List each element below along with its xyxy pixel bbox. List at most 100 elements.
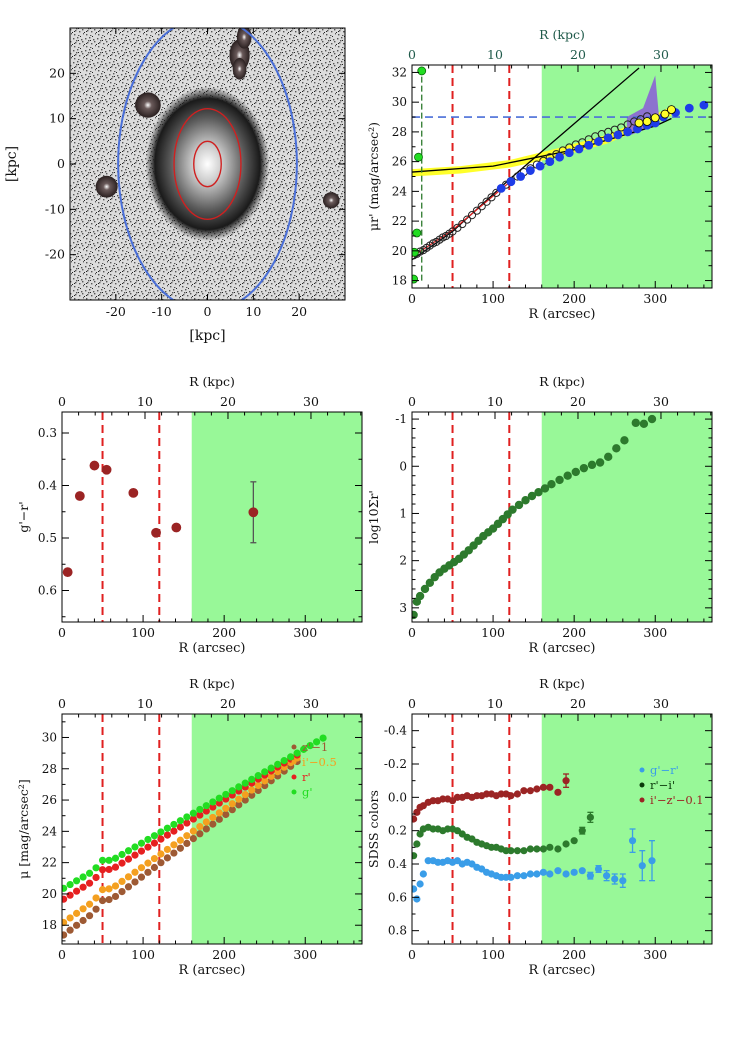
data-point bbox=[72, 921, 81, 929]
data-point bbox=[667, 105, 676, 114]
data-point bbox=[472, 206, 481, 215]
data-point bbox=[415, 591, 425, 601]
data-point bbox=[144, 843, 152, 851]
y-tick-label: 26 bbox=[42, 793, 57, 807]
data-point bbox=[547, 480, 556, 489]
data-point bbox=[458, 830, 466, 838]
data-point bbox=[228, 787, 236, 795]
data-point bbox=[660, 109, 670, 119]
data-point bbox=[477, 202, 486, 211]
data-point bbox=[587, 460, 597, 470]
data-point bbox=[613, 130, 623, 140]
data-point bbox=[215, 794, 223, 802]
y-tick-label: 0.4 bbox=[388, 857, 407, 871]
data-point bbox=[280, 757, 288, 765]
data-point bbox=[513, 847, 522, 855]
data-point bbox=[623, 127, 633, 137]
data-point bbox=[202, 802, 210, 810]
data-point bbox=[144, 868, 152, 876]
data-point bbox=[507, 792, 515, 800]
axis-frame bbox=[411, 713, 713, 945]
data-point bbox=[525, 166, 535, 175]
legend: z'−1i'−0.5r'g' bbox=[291, 740, 337, 799]
series-r-i bbox=[412, 811, 594, 860]
data-point bbox=[533, 845, 541, 853]
y-tick-label: 20 bbox=[49, 65, 65, 80]
y-tick-label: 10 bbox=[49, 111, 65, 126]
data-point bbox=[586, 872, 594, 880]
data-point bbox=[176, 844, 184, 852]
data-point bbox=[98, 856, 107, 864]
data-point bbox=[150, 839, 159, 847]
top-tick-label: 0 bbox=[408, 696, 416, 711]
data-point bbox=[235, 795, 243, 803]
data-point bbox=[619, 877, 627, 885]
data-point bbox=[594, 137, 603, 146]
data-point bbox=[85, 912, 94, 920]
data-point bbox=[412, 247, 419, 257]
data-point bbox=[453, 857, 462, 865]
data-point bbox=[72, 877, 81, 885]
data-point bbox=[157, 828, 165, 836]
legend-marker bbox=[639, 767, 645, 773]
y-axis-label: log10Σr' bbox=[366, 490, 381, 544]
x-tick-label: 200 bbox=[562, 625, 586, 640]
data-point bbox=[62, 931, 68, 939]
data-point bbox=[150, 854, 159, 863]
data-point bbox=[176, 823, 184, 831]
y-tick-label: 1 bbox=[399, 506, 407, 520]
data-point bbox=[521, 496, 530, 505]
data-point bbox=[79, 873, 87, 881]
y-tick-label: -0.4 bbox=[384, 724, 408, 738]
data-point bbox=[419, 870, 427, 878]
data-point bbox=[534, 488, 543, 497]
axis-frame bbox=[61, 411, 363, 623]
x-tick-label: 100 bbox=[131, 947, 155, 962]
data-point bbox=[189, 827, 197, 835]
data-point bbox=[85, 869, 94, 877]
data-point bbox=[306, 742, 314, 750]
series-sigma bbox=[412, 414, 657, 620]
data-point bbox=[196, 830, 204, 838]
x-tick-label: 300 bbox=[293, 947, 317, 962]
data-point bbox=[209, 820, 217, 828]
top-tick-label: 10 bbox=[137, 394, 153, 409]
x-tick-label: 0 bbox=[58, 625, 66, 640]
data-point bbox=[209, 798, 217, 806]
data-point bbox=[183, 839, 191, 848]
y-tick-label: 3 bbox=[399, 601, 407, 615]
data-point bbox=[611, 875, 619, 883]
data-point bbox=[241, 790, 249, 799]
data-point bbox=[183, 832, 191, 840]
data-point bbox=[604, 452, 613, 462]
top-tick-label: 30 bbox=[303, 394, 319, 409]
top-tick-label: 30 bbox=[303, 696, 319, 711]
series-i-z-0.1 bbox=[412, 773, 570, 823]
y-tick-label: 0.0 bbox=[388, 790, 407, 804]
disc-fit bbox=[412, 117, 672, 173]
x-tick-label: 100 bbox=[481, 291, 505, 306]
x-axis-label: R (arcsec) bbox=[179, 641, 246, 656]
data-point bbox=[66, 914, 74, 922]
data-point bbox=[105, 865, 113, 874]
data-point bbox=[699, 100, 709, 110]
y-tick-label: -20 bbox=[45, 247, 65, 262]
x-tick-label: 100 bbox=[481, 947, 505, 962]
data-point bbox=[554, 788, 562, 796]
x-tick-label: 0 bbox=[408, 947, 416, 962]
data-point bbox=[634, 118, 644, 128]
data-point bbox=[526, 787, 534, 795]
data-point bbox=[563, 471, 572, 480]
data-point bbox=[150, 832, 159, 840]
data-point bbox=[144, 859, 152, 867]
data-point bbox=[319, 734, 327, 742]
data-point bbox=[539, 845, 547, 853]
data-point bbox=[412, 228, 422, 238]
data-point bbox=[584, 140, 594, 150]
data-point bbox=[151, 527, 161, 538]
data-point bbox=[74, 491, 85, 501]
data-point bbox=[412, 815, 418, 823]
data-point bbox=[137, 847, 146, 855]
y-tick-label: 0.4 bbox=[38, 479, 57, 493]
